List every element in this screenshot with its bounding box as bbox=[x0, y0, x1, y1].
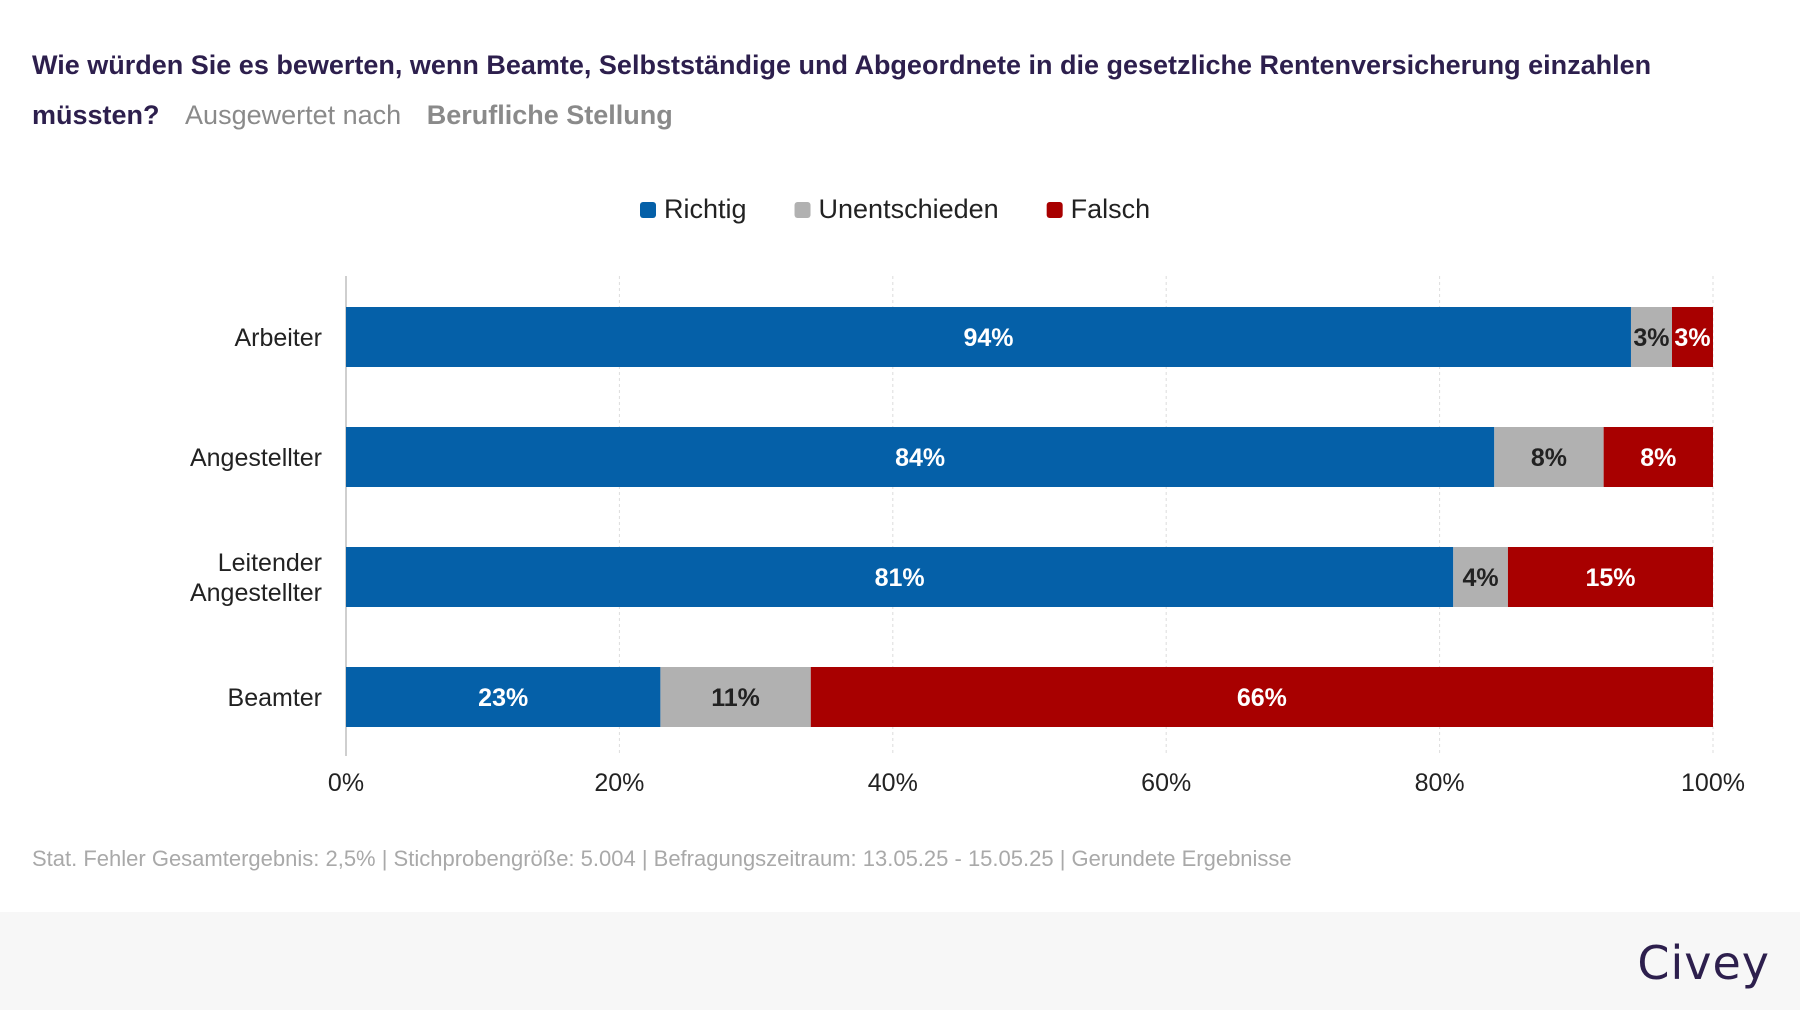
x-tick-label: 80% bbox=[1415, 769, 1465, 797]
data-label: 11% bbox=[711, 684, 760, 712]
bar-segment bbox=[346, 427, 1495, 487]
bar-segment bbox=[1630, 307, 1672, 367]
stacked-bar-chart: 0% 20% 40% 60% 80% 100% Richtig Unentschieden Fa… bbox=[190, 194, 1745, 797]
bar-segment bbox=[660, 667, 811, 727]
legend-swatch bbox=[640, 202, 656, 218]
x-tick-label: 60% bbox=[1141, 769, 1191, 797]
category-label: Leitender bbox=[218, 549, 322, 577]
data-label: 3% bbox=[1674, 324, 1710, 352]
title-group[interactable]: Berufliche Stellung bbox=[426, 100, 673, 130]
title-evaluated-by: Ausgewertet nach bbox=[185, 100, 402, 130]
bar-segment bbox=[1507, 547, 1713, 607]
brand-logo[interactable]: Civey bbox=[1637, 936, 1770, 990]
data-label: 8% bbox=[1531, 444, 1567, 472]
legend-swatch bbox=[1046, 202, 1063, 218]
data-label: 66% bbox=[1237, 684, 1287, 712]
category-label: Arbeiter bbox=[234, 324, 322, 352]
data-label: 8% bbox=[1640, 444, 1676, 472]
bar-segment bbox=[346, 667, 661, 727]
data-label: 81% bbox=[875, 564, 925, 592]
data-label: 84% bbox=[895, 444, 945, 472]
x-tick-label: 0% bbox=[328, 769, 364, 797]
data-label: 3% bbox=[1633, 324, 1669, 352]
bar-segment bbox=[810, 667, 1713, 727]
legend-label: Unentschieden bbox=[819, 194, 999, 224]
data-label: 4% bbox=[1463, 564, 1499, 592]
data-label: 23% bbox=[478, 684, 528, 712]
x-tick-label: 20% bbox=[594, 769, 644, 797]
title-question: Wie würden Sie es bewerten, wenn Beamte,… bbox=[32, 50, 1652, 130]
legend-swatch bbox=[794, 202, 811, 218]
footer: Civey bbox=[0, 912, 1800, 1010]
legend-label: Richtig bbox=[664, 194, 747, 224]
bar-segment bbox=[1453, 547, 1508, 607]
data-label: 94% bbox=[963, 324, 1013, 352]
category-label: Angestellter bbox=[190, 444, 322, 472]
category-label: Angestellter bbox=[190, 579, 322, 607]
footnote: Stat. Fehler Gesamtergebnis: 2,5% | Stic… bbox=[32, 846, 1292, 871]
x-tick-label: 40% bbox=[868, 769, 918, 797]
x-tick-label: 100% bbox=[1681, 769, 1745, 797]
chart-title: Wie würden Sie es bewerten, wenn Beamte,… bbox=[32, 40, 1762, 140]
bar-segment bbox=[346, 547, 1454, 607]
bar-segment bbox=[1603, 427, 1713, 487]
data-label: 15% bbox=[1585, 564, 1635, 592]
legend-label: Falsch bbox=[1071, 194, 1151, 224]
bar-segment bbox=[346, 307, 1631, 367]
bar-segment bbox=[1671, 307, 1713, 367]
category-label: Beamter bbox=[228, 684, 322, 712]
bar-segment bbox=[1494, 427, 1604, 487]
